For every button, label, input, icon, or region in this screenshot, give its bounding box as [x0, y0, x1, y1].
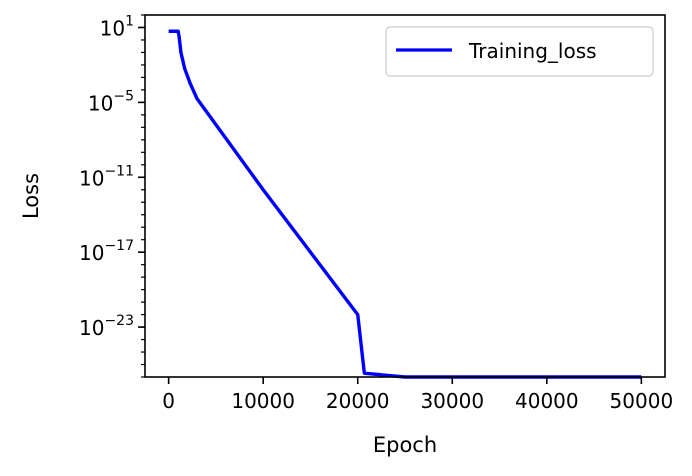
legend-label: Training_loss — [468, 39, 597, 63]
y-tick-label: 10−11 — [79, 163, 134, 190]
x-axis: 0 10000 20000 30000 40000 50000 — [162, 377, 673, 413]
legend: Training_loss — [386, 27, 653, 76]
x-tick-label: 30000 — [420, 389, 484, 413]
x-tick-label: 20000 — [326, 389, 390, 413]
y-tick-label: 101 — [100, 13, 134, 40]
x-axis-label: Epoch — [373, 433, 437, 457]
y-tick-label: 10−5 — [88, 88, 134, 115]
x-tick-label: 0 — [162, 389, 175, 413]
x-tick-label: 10000 — [231, 389, 295, 413]
x-tick-label: 50000 — [610, 389, 674, 413]
y-axis-label: Loss — [19, 173, 43, 219]
y-tick-label: 10−23 — [79, 313, 134, 340]
y-tick-label: 10−17 — [79, 238, 134, 265]
y-axis: 101 10−5 10−11 10−17 10−23 — [79, 13, 145, 377]
x-tick-label: 40000 — [515, 389, 579, 413]
